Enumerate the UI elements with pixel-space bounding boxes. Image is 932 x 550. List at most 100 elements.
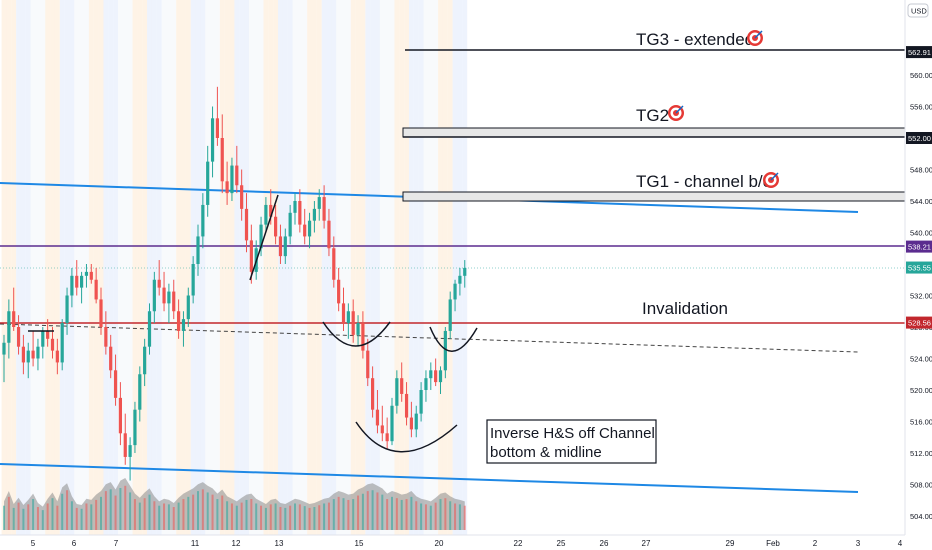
candle <box>133 401 137 453</box>
volume-bar <box>420 503 423 530</box>
left-shoulder-arc[interactable] <box>322 321 391 347</box>
currency-label: USD <box>911 7 927 16</box>
candle <box>2 334 6 383</box>
candle <box>332 236 336 288</box>
candle <box>346 303 350 339</box>
candle <box>400 362 404 402</box>
volume-bar <box>90 504 93 530</box>
candle <box>375 390 380 434</box>
channel-bottom-line[interactable] <box>0 463 859 493</box>
candle <box>453 279 457 312</box>
volume-bar <box>85 503 88 530</box>
volume-bar <box>41 510 44 530</box>
right-shoulder-arc[interactable] <box>429 326 478 352</box>
x-tick-label: 5 <box>31 539 36 548</box>
tg1-label: TG1 - channel b/o <box>636 172 772 191</box>
candle <box>230 157 234 201</box>
candle <box>303 208 307 245</box>
volume-bar <box>216 499 219 530</box>
candle <box>424 370 428 402</box>
candle <box>390 397 394 446</box>
volume-bar <box>284 507 287 530</box>
price-label-inv: 528.56 <box>906 316 932 329</box>
candle <box>46 319 50 347</box>
candle <box>143 338 147 387</box>
volume-bar <box>449 501 452 530</box>
price-axis[interactable] <box>905 0 932 550</box>
candle <box>215 86 219 146</box>
candle <box>181 311 186 347</box>
volume-bar <box>308 507 311 530</box>
candle <box>84 264 89 288</box>
candle <box>16 315 21 355</box>
volume-bar <box>410 496 413 530</box>
volume-bar <box>95 499 98 530</box>
candle <box>225 161 229 205</box>
volume-bar <box>114 495 117 530</box>
x-tick-label: 11 <box>191 539 200 548</box>
channel-midline[interactable] <box>0 323 859 353</box>
volume-bar <box>148 494 151 530</box>
volume-bar <box>100 496 102 530</box>
volume-area <box>3 478 466 530</box>
time-axis[interactable] <box>0 535 905 550</box>
candle <box>434 358 438 387</box>
volume-bar <box>463 505 466 530</box>
candle <box>104 311 108 355</box>
volume-bar <box>143 498 146 530</box>
volume-bar <box>56 505 59 530</box>
candle <box>220 114 224 194</box>
volume-bar <box>104 491 107 530</box>
candle <box>26 342 30 379</box>
candle <box>12 287 16 331</box>
candle <box>458 267 462 296</box>
x-tick-label: 26 <box>600 539 609 548</box>
candle <box>274 204 278 245</box>
x-tick-label: 27 <box>642 539 651 548</box>
tg2-box[interactable] <box>402 127 906 138</box>
candle <box>21 334 25 375</box>
candle <box>278 224 283 264</box>
x-tick-label: 3 <box>856 539 861 548</box>
volume-bar <box>318 505 321 530</box>
candle <box>167 283 171 324</box>
candle <box>157 260 161 296</box>
y-tick-label: 540.00 <box>910 229 932 238</box>
head-arc[interactable] <box>355 421 458 453</box>
pattern-note[interactable]: Inverse H&S off Channel bottom & midline <box>486 419 657 464</box>
candle <box>448 291 452 339</box>
volume-bar <box>255 503 258 530</box>
target-icon <box>763 172 779 188</box>
candle <box>419 382 423 422</box>
tg1-box[interactable] <box>402 191 906 202</box>
volume-bar <box>260 505 263 530</box>
y-tick-label: 548.00 <box>910 166 932 175</box>
volume-bar <box>250 499 253 530</box>
candle <box>429 362 433 390</box>
candle <box>244 193 249 253</box>
price-label-tg2: 552.00 <box>906 132 932 144</box>
volume-bar <box>27 504 30 530</box>
volume-bar <box>226 501 229 530</box>
volume-bar <box>211 494 214 530</box>
candle <box>235 145 239 194</box>
tg2-label: TG2 <box>636 106 669 125</box>
volume-bar <box>366 491 369 530</box>
currency-badge[interactable]: USD <box>907 3 929 18</box>
y-tick-label: 504.00 <box>910 512 932 521</box>
y-tick-label: 508.00 <box>910 481 932 490</box>
candle <box>438 366 443 394</box>
candle <box>371 366 375 418</box>
candle <box>356 315 360 347</box>
volume-bar <box>240 502 243 530</box>
candle <box>317 189 321 221</box>
breakout-trendline[interactable] <box>249 194 279 281</box>
candle <box>404 382 409 426</box>
volume-bar <box>187 496 190 530</box>
candle <box>385 417 389 450</box>
svg-text:552.00: 552.00 <box>908 134 931 143</box>
volume-bar <box>197 491 199 530</box>
volume-bar <box>371 490 374 530</box>
volume-bar <box>153 501 156 530</box>
